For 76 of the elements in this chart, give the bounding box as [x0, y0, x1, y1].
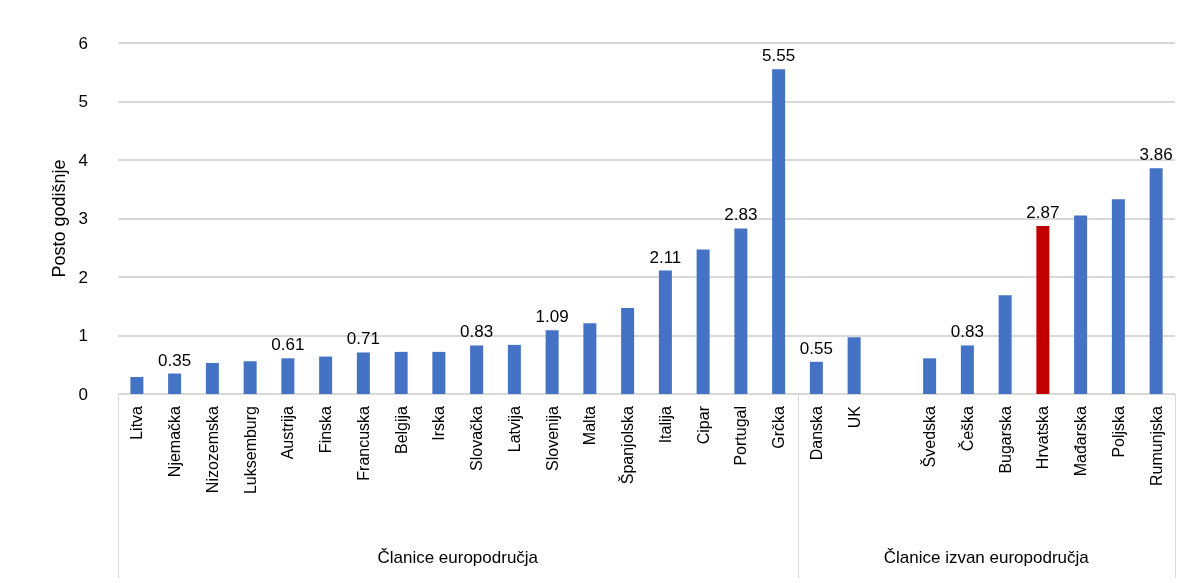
- bar: [168, 373, 182, 394]
- x-tick-label: Luksemburg: [241, 406, 259, 495]
- y-tick-label: 2: [78, 267, 88, 287]
- y-tick-label: 6: [78, 33, 88, 53]
- data-label: 0.61: [271, 335, 305, 355]
- bar: [470, 345, 484, 394]
- data-label: 5.55: [762, 46, 796, 66]
- bar: [621, 308, 635, 394]
- bar: [809, 361, 823, 394]
- data-label: 2.83: [724, 205, 758, 225]
- x-tick-label: Slovenija: [543, 405, 561, 471]
- x-tick-label: Njemačka: [166, 405, 184, 478]
- bar: [1149, 168, 1163, 394]
- y-axis-title: Posto godišnje: [48, 159, 69, 278]
- bar: [658, 270, 672, 394]
- x-tick-label: Finska: [317, 405, 335, 454]
- x-tick-label: Latvija: [505, 405, 523, 453]
- bar: [130, 377, 144, 394]
- bar: [432, 351, 446, 394]
- x-tick-label: Cipar: [694, 405, 712, 445]
- bar: [998, 295, 1012, 394]
- x-tick-label: Češka: [957, 405, 976, 452]
- data-label: 1.09: [535, 307, 569, 327]
- bar: [847, 337, 861, 394]
- x-tick-label: Švedska: [920, 405, 939, 468]
- y-tick-label: 3: [78, 209, 88, 228]
- y-tick-label: 5: [78, 92, 88, 111]
- x-tick-label: Nizozemska: [203, 405, 221, 494]
- data-label: 0.71: [346, 329, 380, 349]
- text: Članice europodručja: [377, 548, 539, 568]
- y-tick-label: 1: [78, 326, 88, 345]
- bar: [281, 358, 295, 394]
- y-tick-label: 0: [78, 384, 88, 404]
- bar: [923, 358, 937, 394]
- data-label: 0.55: [799, 338, 833, 358]
- x-tick-label: Malta: [581, 405, 599, 446]
- bar: [960, 345, 974, 394]
- bar: [243, 361, 257, 394]
- data-label: 0.35: [158, 350, 192, 370]
- x-tick-label: UK: [845, 405, 863, 429]
- x-tick-label: Rumunjska: [1147, 405, 1165, 487]
- bar: [772, 69, 786, 394]
- x-tick-label: Portugal: [732, 406, 750, 466]
- bar: [583, 323, 597, 394]
- x-tick-label: Hrvatska: [1034, 405, 1052, 470]
- x-tick-label: Belgija: [392, 405, 410, 455]
- data-label: 0.83: [950, 322, 984, 342]
- bar: [356, 352, 370, 394]
- bar: [507, 344, 521, 394]
- data-label: 3.86: [1139, 145, 1173, 165]
- bar: [1111, 199, 1125, 394]
- bar: [394, 351, 408, 394]
- bar: [1074, 215, 1088, 394]
- x-tick-label: Irska: [430, 405, 448, 441]
- x-tick-label: Mađarska: [1072, 405, 1090, 477]
- x-tick-label: Danska: [807, 405, 825, 461]
- bar: [1036, 226, 1050, 394]
- data-label: 0.83: [460, 322, 494, 342]
- x-tick-label: Litva: [128, 405, 146, 440]
- bar: [319, 356, 333, 394]
- bar: [545, 330, 559, 394]
- x-tick-label: Italija: [656, 405, 674, 444]
- y-tick-label: 4: [78, 150, 88, 170]
- x-tick-label: Bugarska: [996, 405, 1014, 474]
- x-tick-label: Francuska: [354, 405, 372, 481]
- x-tick-label: Grčka: [770, 405, 788, 449]
- x-tick-label: Austrija: [279, 405, 297, 460]
- text: Članice izvan europodručja: [883, 548, 1089, 568]
- data-label: 2.11: [649, 247, 682, 267]
- data-label: 2.87: [1026, 203, 1060, 223]
- x-tick-label: Španjolska: [618, 405, 637, 485]
- bar: [205, 363, 219, 394]
- bar: [734, 228, 748, 394]
- x-tick-label: Slovačka: [468, 405, 486, 471]
- x-tick-label: Poljska: [1109, 405, 1127, 458]
- bar: [696, 249, 710, 394]
